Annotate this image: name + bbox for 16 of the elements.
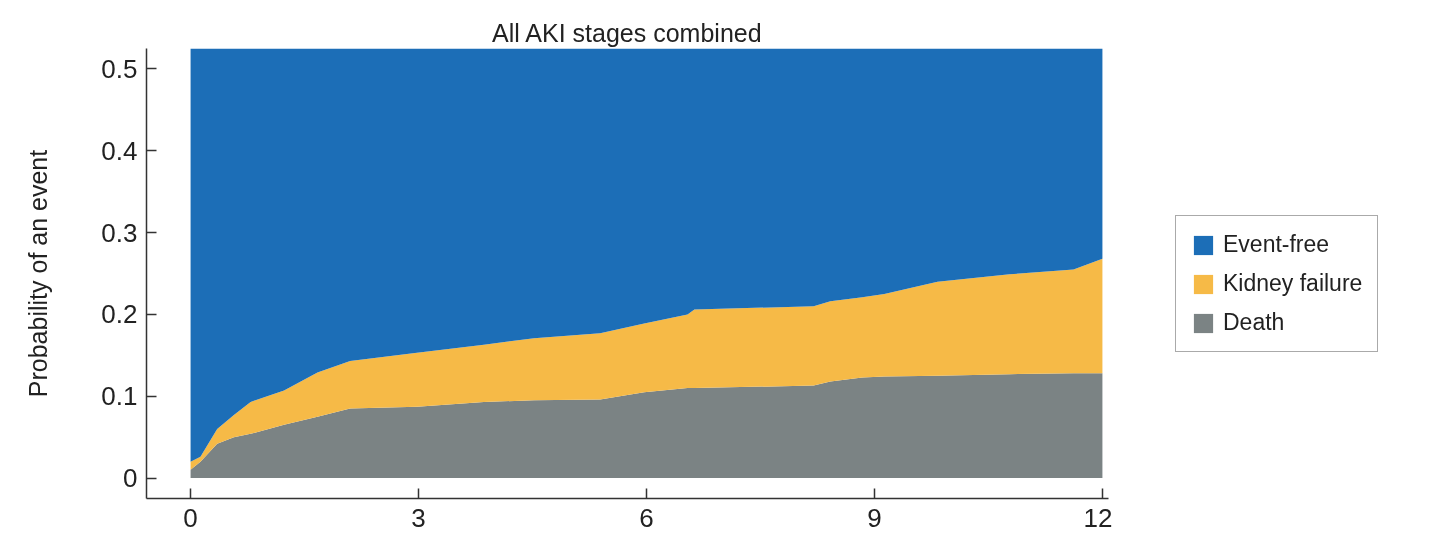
y-tick-label: 0: [123, 463, 138, 494]
x-tick-label: 0: [183, 502, 198, 533]
legend-label: Kidney failure: [1223, 270, 1363, 297]
y-tick-label: 0.1: [101, 381, 138, 412]
y-tick-label: 0.4: [101, 135, 138, 166]
x-tick-label: 12: [1083, 502, 1113, 533]
y-tick-label: 0.2: [101, 299, 138, 330]
x-tick-label: 9: [867, 502, 882, 533]
x-tick-label: 3: [411, 502, 426, 533]
legend-label: Death: [1223, 309, 1285, 336]
chart-title: All AKI stages combined: [492, 18, 762, 47]
x-tick-label: 6: [639, 502, 654, 533]
y-tick-label: 0.5: [101, 53, 138, 84]
legend-label: Event-free: [1223, 231, 1330, 258]
y-tick-label: 0.3: [101, 217, 138, 248]
y-axis-title: Probability of an event: [24, 149, 53, 398]
